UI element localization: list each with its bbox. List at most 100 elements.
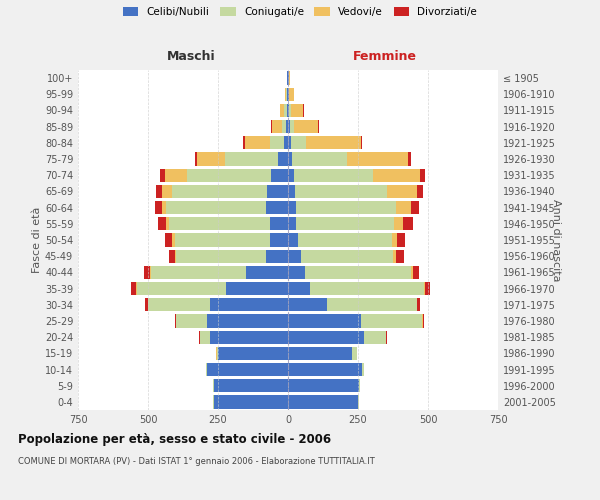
Bar xyxy=(288,379,360,392)
Bar xyxy=(280,104,288,117)
Bar xyxy=(200,330,288,344)
Bar xyxy=(287,72,288,85)
Bar xyxy=(195,152,288,166)
Bar xyxy=(176,314,288,328)
Bar xyxy=(172,234,288,246)
Bar xyxy=(151,266,288,279)
Bar xyxy=(288,363,364,376)
Bar xyxy=(213,379,288,392)
Bar xyxy=(288,72,289,85)
Bar xyxy=(187,168,288,182)
Bar xyxy=(214,396,288,408)
Bar xyxy=(288,104,304,117)
Bar xyxy=(288,363,364,376)
Bar xyxy=(288,152,347,166)
Bar xyxy=(225,152,288,166)
Bar xyxy=(288,217,403,230)
Bar xyxy=(288,201,411,214)
Bar xyxy=(288,120,319,134)
Bar xyxy=(288,250,404,263)
Bar xyxy=(288,152,409,166)
Bar xyxy=(285,88,288,101)
Bar xyxy=(209,298,288,312)
Bar xyxy=(288,298,327,312)
Y-axis label: Anni di nascita: Anni di nascita xyxy=(551,198,561,281)
Bar xyxy=(288,379,360,392)
Bar xyxy=(288,250,393,263)
Bar xyxy=(288,379,359,392)
Bar xyxy=(145,298,288,312)
Bar xyxy=(288,396,359,408)
Bar xyxy=(288,136,306,149)
Bar xyxy=(288,298,420,312)
Bar xyxy=(288,330,386,344)
Bar xyxy=(165,168,288,182)
Bar xyxy=(284,136,288,149)
Bar xyxy=(288,314,422,328)
Bar xyxy=(176,250,288,263)
Bar xyxy=(288,234,298,246)
Bar xyxy=(206,363,288,376)
Bar xyxy=(288,185,388,198)
Bar xyxy=(288,266,305,279)
Bar xyxy=(288,185,417,198)
Bar xyxy=(213,379,288,392)
Bar xyxy=(288,234,397,246)
Bar xyxy=(288,120,318,134)
Bar xyxy=(288,234,392,246)
Bar xyxy=(288,201,419,214)
Bar xyxy=(288,314,361,328)
Bar xyxy=(288,266,413,279)
Bar xyxy=(288,346,352,360)
Bar xyxy=(288,330,386,344)
Text: Maschi: Maschi xyxy=(167,50,216,63)
Bar xyxy=(288,72,290,85)
Bar xyxy=(288,88,289,101)
Bar xyxy=(243,136,288,149)
Text: COMUNE DI MORTARA (PV) - Dati ISTAT 1° gennaio 2006 - Elaborazione TUTTITALIA.IT: COMUNE DI MORTARA (PV) - Dati ISTAT 1° g… xyxy=(18,458,375,466)
Bar xyxy=(288,234,405,246)
Bar xyxy=(288,185,295,198)
Bar xyxy=(271,168,288,182)
Bar xyxy=(288,88,293,101)
Bar xyxy=(158,217,288,230)
Bar xyxy=(288,217,394,230)
Bar xyxy=(207,314,288,328)
Bar xyxy=(175,234,288,246)
Bar xyxy=(287,104,288,117)
Bar xyxy=(288,314,424,328)
Bar xyxy=(288,152,411,166)
Bar xyxy=(169,250,288,263)
Bar xyxy=(288,396,358,408)
Bar xyxy=(288,104,291,117)
Bar xyxy=(226,282,288,295)
Bar xyxy=(288,72,290,85)
Bar xyxy=(288,104,289,117)
Bar xyxy=(288,217,413,230)
Bar xyxy=(213,379,288,392)
Bar xyxy=(176,314,288,328)
Bar xyxy=(284,104,288,117)
Bar xyxy=(218,346,288,360)
Bar xyxy=(288,282,310,295)
Bar xyxy=(166,234,288,246)
Bar xyxy=(217,346,288,360)
Bar xyxy=(148,298,288,312)
Bar xyxy=(213,396,288,408)
Bar xyxy=(288,266,411,279)
Bar xyxy=(166,201,288,214)
Legend: Celibi/Nubili, Coniugati/e, Vedovi/e, Divorziati/e: Celibi/Nubili, Coniugati/e, Vedovi/e, Di… xyxy=(119,2,481,21)
Bar xyxy=(288,201,396,214)
Bar xyxy=(288,217,296,230)
Bar xyxy=(150,266,288,279)
Bar xyxy=(172,185,288,198)
Bar xyxy=(288,201,296,214)
Bar xyxy=(288,136,362,149)
Bar xyxy=(245,136,288,149)
Bar xyxy=(200,330,288,344)
Bar xyxy=(272,120,288,134)
Bar xyxy=(206,363,288,376)
Bar xyxy=(131,282,288,295)
Bar xyxy=(288,250,396,263)
Bar xyxy=(288,120,295,134)
